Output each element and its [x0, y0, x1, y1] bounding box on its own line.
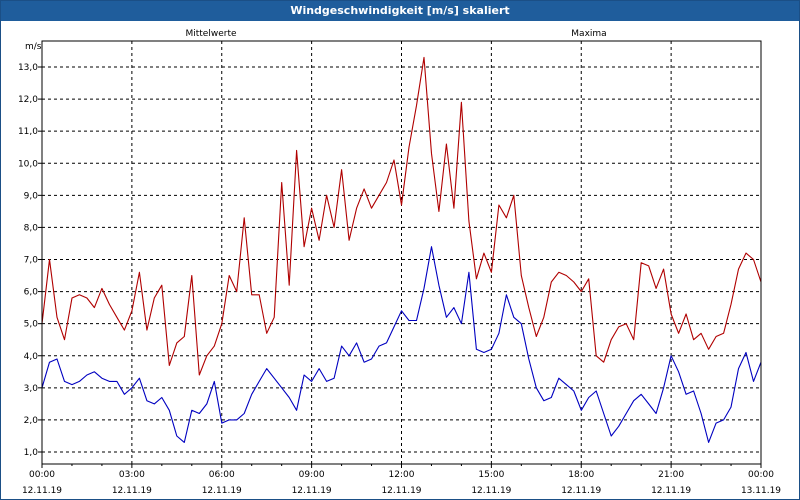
x-tick-date-label: 13.11.19	[741, 486, 781, 496]
chart-series	[41, 56, 762, 443]
chart-ticks: 1,0 2,0 3,0 4,0 5,0 6,0 7,0 8,0 9,0 10,0 11,0 12,0 1…	[18, 63, 781, 496]
chart-axes	[38, 40, 762, 468]
series-line-mittelwerte	[41, 246, 762, 443]
y-tick-label: 9,0	[24, 191, 39, 201]
y-tick-label: 2,0	[24, 416, 39, 426]
x-tick-time-label: 09:00	[299, 470, 325, 480]
y-tick-label: 5,0	[24, 320, 39, 330]
legend-mittelwerte: Mittelwerte	[185, 29, 236, 39]
x-tick-date-label: 12.11.19	[651, 486, 691, 496]
y-tick-label: 6,0	[24, 288, 39, 298]
y-tick-label: 10,0	[18, 159, 38, 169]
x-tick-time-label: 03:00	[119, 470, 145, 480]
plot-frame	[41, 40, 762, 465]
y-tick-label: 1,0	[24, 448, 39, 458]
series-line-maxima	[41, 56, 762, 376]
y-tick-label: 3,0	[24, 384, 39, 394]
wind-speed-chart: m/s Mittelwerte Maxima 1,0 2,0 3,0 4,0 5,0 6,…	[18, 29, 781, 496]
x-tick-date-label: 12.11.19	[471, 486, 511, 496]
x-tick-date-label: 12.11.19	[202, 486, 242, 496]
x-tick-time-label: 15:00	[478, 470, 504, 480]
x-tick-time-label: 00:00	[29, 470, 55, 480]
y-tick-label: 7,0	[24, 256, 39, 266]
y-tick-label: 11,0	[18, 127, 38, 137]
x-tick-time-label: 18:00	[568, 470, 594, 480]
x-tick-date-label: 12.11.19	[22, 486, 62, 496]
y-tick-label: 13,0	[18, 63, 38, 73]
x-tick-time-label: 21:00	[658, 470, 684, 480]
y-tick-label: 4,0	[24, 352, 39, 362]
x-tick-date-label: 12.11.19	[561, 486, 601, 496]
y-tick-label: 8,0	[24, 223, 39, 233]
x-tick-time-label: 00:00	[748, 470, 774, 480]
y-axis-unit-label: m/s	[25, 42, 42, 52]
window-title: Windgeschwindigkeit [m/s] skaliert	[1, 1, 799, 21]
chart-grid	[42, 41, 761, 464]
x-tick-date-label: 12.11.19	[112, 486, 152, 496]
x-tick-time-label: 12:00	[389, 470, 415, 480]
x-tick-date-label: 12.11.19	[292, 486, 332, 496]
y-tick-label: 12,0	[18, 95, 38, 105]
x-tick-time-label: 06:00	[209, 470, 235, 480]
x-tick-date-label: 12.11.19	[381, 486, 421, 496]
legend-maxima: Maxima	[571, 29, 606, 39]
